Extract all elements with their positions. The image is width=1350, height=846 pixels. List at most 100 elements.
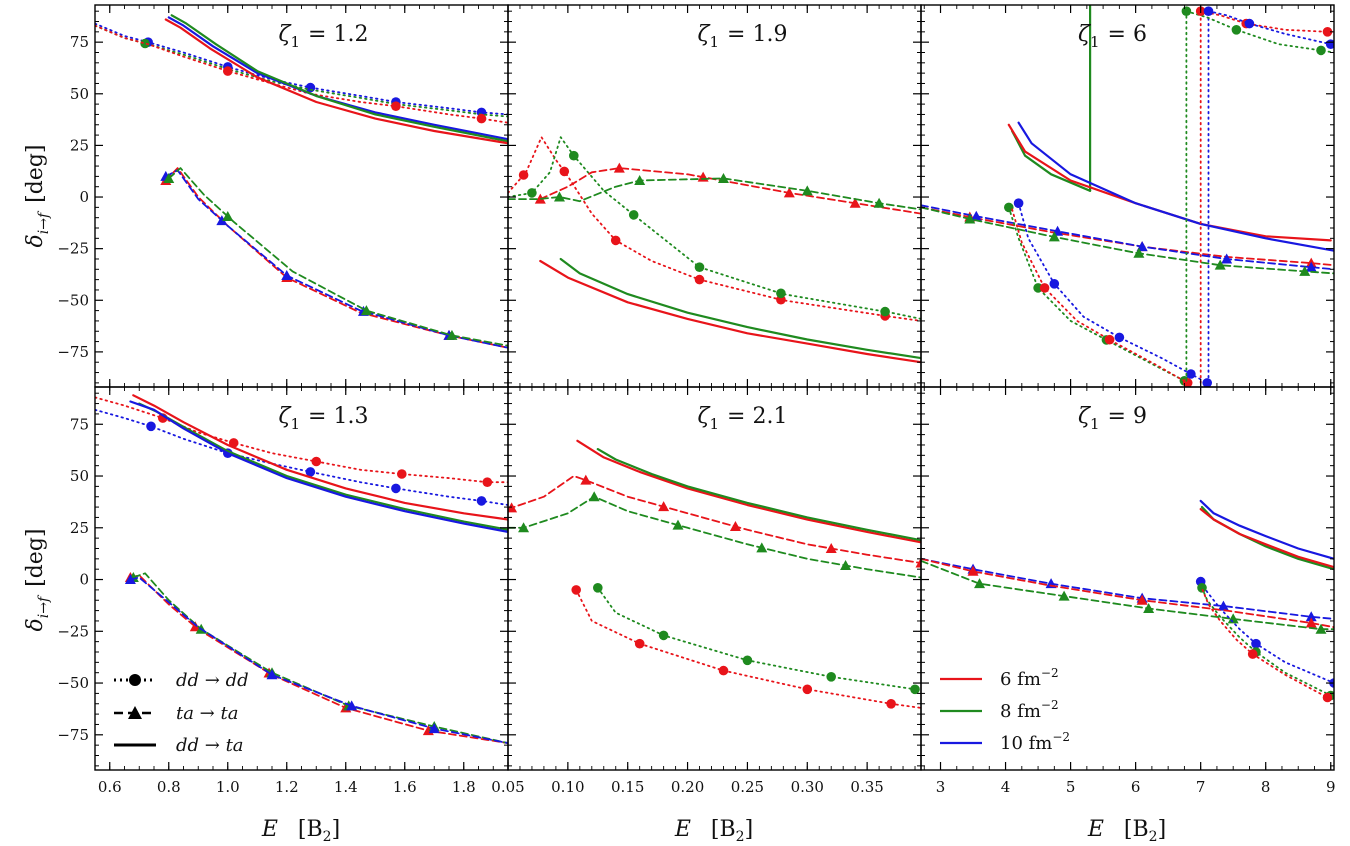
series-line-dotted [1199,580,1334,684]
x-tick-label: 0.15 [611,778,644,796]
data-point-circle [476,496,487,506]
data-point-circle [476,113,487,124]
series-line-dashed [508,495,921,579]
legend-label-6fm-sup: −2 [1041,666,1059,680]
legend-label-8fm-sup: −2 [1041,698,1059,712]
svg-text:6 fm−2: 6 fm−2 [1000,666,1059,690]
data-point-triangle [222,210,234,221]
panel-title-value: = 1.2 [308,22,368,47]
series-line-dotted [95,408,508,506]
y-tick-label: 75 [70,415,89,433]
data-point-circle [559,166,570,177]
ylabel-symbol: δ [23,234,48,247]
data-point-circle [826,672,836,682]
data-point-circle [305,467,316,477]
panel-frame [507,386,922,771]
data-point-triangle [1305,261,1317,272]
x-tick-label: 0.30 [791,778,824,796]
legend-label-10fm: 10 fm [1000,733,1052,754]
data-point-circle [1316,45,1326,56]
xlabel-unit-sub: 2 [1149,829,1158,845]
series-line-dotted [95,396,508,484]
data-point-triangle [588,491,600,502]
xlabel-unit-sub: 2 [736,829,745,845]
data-point-circle [1004,202,1014,213]
data-point-circle [1244,18,1255,29]
panel-title-subscript: 1 [290,33,300,51]
x-tick-label: 0.8 [157,778,181,796]
y-tick-label: −50 [57,674,89,692]
panel-frame [94,4,509,388]
series-line-solid [596,448,921,542]
data-point-circle [628,210,639,220]
data-point-circle [571,585,581,595]
ylabel-subscript: i→f [36,594,52,618]
xlabel-unit-close: ] [745,817,754,842]
panel-title: ζ1 = 2.1 [698,404,788,433]
data-point-circle [1104,334,1115,345]
x-tick-label: 0.05 [491,778,524,796]
panel-2 [508,136,921,364]
series-line-dotted [1017,202,1209,384]
panel-title-subscript: 1 [709,33,719,51]
data-point-circle [1322,692,1333,703]
data-point-triangle [189,621,201,632]
panel-title: ζ1 = 1.2 [279,22,369,51]
panel-frame [920,4,1335,388]
data-point-triangle [1214,259,1226,270]
data-point-triangle [717,172,729,183]
data-point-triangle [825,542,837,553]
data-point-triangle [1143,603,1155,614]
data-point-triangle [1299,265,1311,276]
legend-label-6fm: 6 fm [1000,669,1041,690]
legend-label-10fm-sup: −2 [1052,730,1070,744]
data-point-triangle [801,185,813,196]
legend-entry-6fm: 6 fm−2 [940,666,1059,690]
x-tick-label: 0.25 [731,778,764,796]
series-line-dashed [129,574,508,744]
data-point-triangle [1136,241,1148,252]
panel-title-value: = 9 [1108,404,1147,429]
panel-title: ζ1 = 1.3 [279,404,369,433]
data-point-circle [482,477,493,488]
x-tick-label: 9 [1326,778,1336,796]
svg-text:10 fm−2: 10 fm−2 [1000,730,1070,754]
data-point-triangle [729,521,741,532]
series-line-dotted [1011,208,1189,384]
data-point-triangle [346,700,358,711]
data-point-triangle [970,210,982,221]
y-tick-label: −25 [57,240,89,258]
panel-title-symbol: ζ [1078,404,1092,429]
series-line-dotted [1007,206,1186,382]
data-point-circle [1203,6,1214,16]
xlabel-unit-close: ] [1158,817,1167,842]
data-point-circle [1049,279,1060,289]
y-axis-label-bottom: δi→f [deg] [23,529,52,632]
y-tick-label: 0 [79,571,89,589]
series-line-dashed [164,167,508,349]
series-line-dotted [1199,10,1334,33]
panel-title-symbol: ζ [698,404,712,429]
series-line-solid [1199,508,1334,569]
x-tick-label: 5 [1066,778,1076,796]
xlabel-symbol: E [674,817,691,842]
ylabel-subscript: i→f [36,210,52,234]
data-point-triangle [840,559,852,570]
data-point-circle [910,684,920,695]
plot-area [95,394,508,744]
data-point-circle [1322,27,1333,37]
svg-text:E[B2]: E [B2] [261,817,340,845]
panel-frame [94,386,509,771]
data-point-triangle [634,175,646,186]
data-point-triangle [508,502,518,513]
x-tick-label: 1.2 [275,778,299,796]
x-tick-label: 0.35 [850,778,883,796]
legend-entry-10fm: 10 fm−2 [940,730,1070,754]
series-line-dashed [129,576,508,744]
data-point-circle [527,188,537,198]
data-point-circle [569,150,579,161]
data-point-circle [694,262,705,273]
data-point-triangle [658,501,670,512]
data-point-triangle [915,557,921,568]
